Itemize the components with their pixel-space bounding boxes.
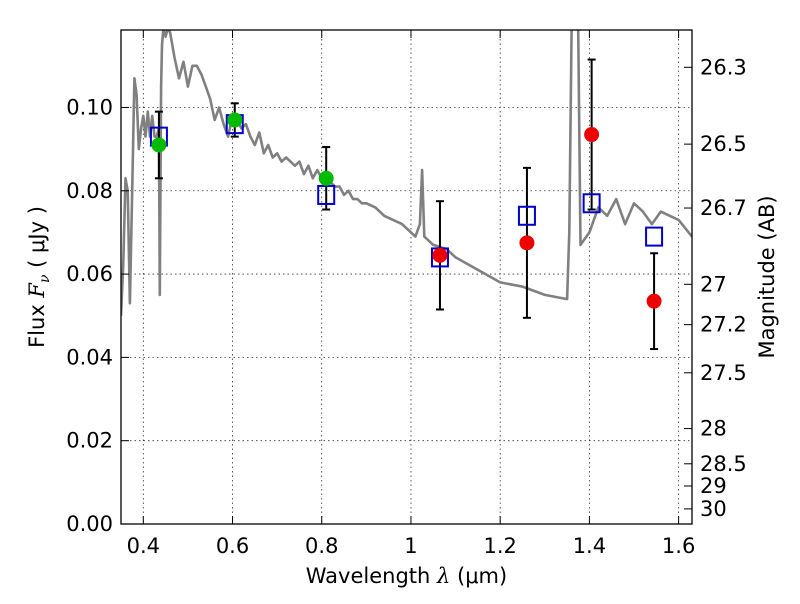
x-tick-label: 1.4 — [573, 534, 606, 558]
mag-tick-label: 29 — [700, 474, 727, 498]
mag-tick-label: 28.5 — [700, 452, 747, 476]
model-photometry-point — [517, 205, 536, 226]
observed-point-optical — [318, 170, 334, 186]
y-axis-title-text: Flux — [25, 298, 49, 348]
y-axis-title-subscript: ν — [37, 274, 53, 283]
x-axis-title-unit: (μm) — [450, 564, 507, 588]
model-photometry-point — [645, 226, 664, 247]
x-tick-label: 0.4 — [127, 534, 160, 558]
y-tick-label: 0.10 — [66, 95, 113, 119]
x-axis-title: Wavelength λ (μm) — [306, 564, 507, 588]
y-axis-title-unit: ( μJy ) — [25, 206, 49, 274]
model-photometry-point — [582, 193, 601, 214]
observed-point-infrared — [646, 293, 662, 309]
observed-point-infrared — [584, 127, 600, 143]
mag-tick-label: 27.2 — [700, 313, 747, 337]
observed-point-optical — [227, 112, 243, 128]
y-tick-label: 0.04 — [66, 345, 113, 369]
observed-point-infrared — [519, 235, 535, 251]
x-tick-label: 0.8 — [305, 534, 338, 558]
observed-point-infrared — [432, 247, 448, 263]
mag-tick-label: 26.3 — [700, 55, 747, 79]
mag-tick-label: 30 — [700, 497, 727, 521]
x-tick-label: 1 — [404, 534, 417, 558]
x-axis-title-symbol: λ — [436, 564, 450, 588]
mag-tick-label: 26.5 — [700, 132, 747, 156]
plot-frame — [120, 29, 693, 525]
model-spectrum-line — [121, 30, 692, 316]
magnitude-axis-title: Magnitude (AB) — [755, 195, 779, 358]
y-axis-title: Flux Fν ( μJy ) — [25, 206, 53, 348]
mag-tick-label: 26.7 — [700, 196, 747, 220]
y-tick-label: 0.06 — [66, 262, 113, 286]
observed-point-optical — [151, 137, 167, 153]
y-tick-label: 0.02 — [66, 429, 113, 453]
y-tick-label: 0.00 — [66, 512, 113, 536]
mag-tick-label: 27 — [700, 272, 727, 296]
x-tick-label: 0.6 — [216, 534, 249, 558]
y-axis: 0.00 0.02 0.04 0.06 0.08 0.10 — [66, 95, 129, 536]
model-photometry-point — [317, 184, 336, 205]
grid-lines — [121, 30, 692, 525]
x-tick-label: 1.2 — [483, 534, 516, 558]
x-axis: 0.4 0.6 0.8 1 1.2 1.4 1.6 — [127, 30, 695, 558]
x-axis-title-text: Wavelength — [306, 564, 437, 588]
x-tick-label: 1.6 — [662, 534, 695, 558]
mag-tick-label: 28 — [700, 417, 727, 441]
mag-tick-label: 27.5 — [700, 361, 747, 385]
y-tick-label: 0.08 — [66, 179, 113, 203]
y-axis-title-symbol: F — [25, 282, 49, 299]
data-layer — [121, 30, 692, 351]
